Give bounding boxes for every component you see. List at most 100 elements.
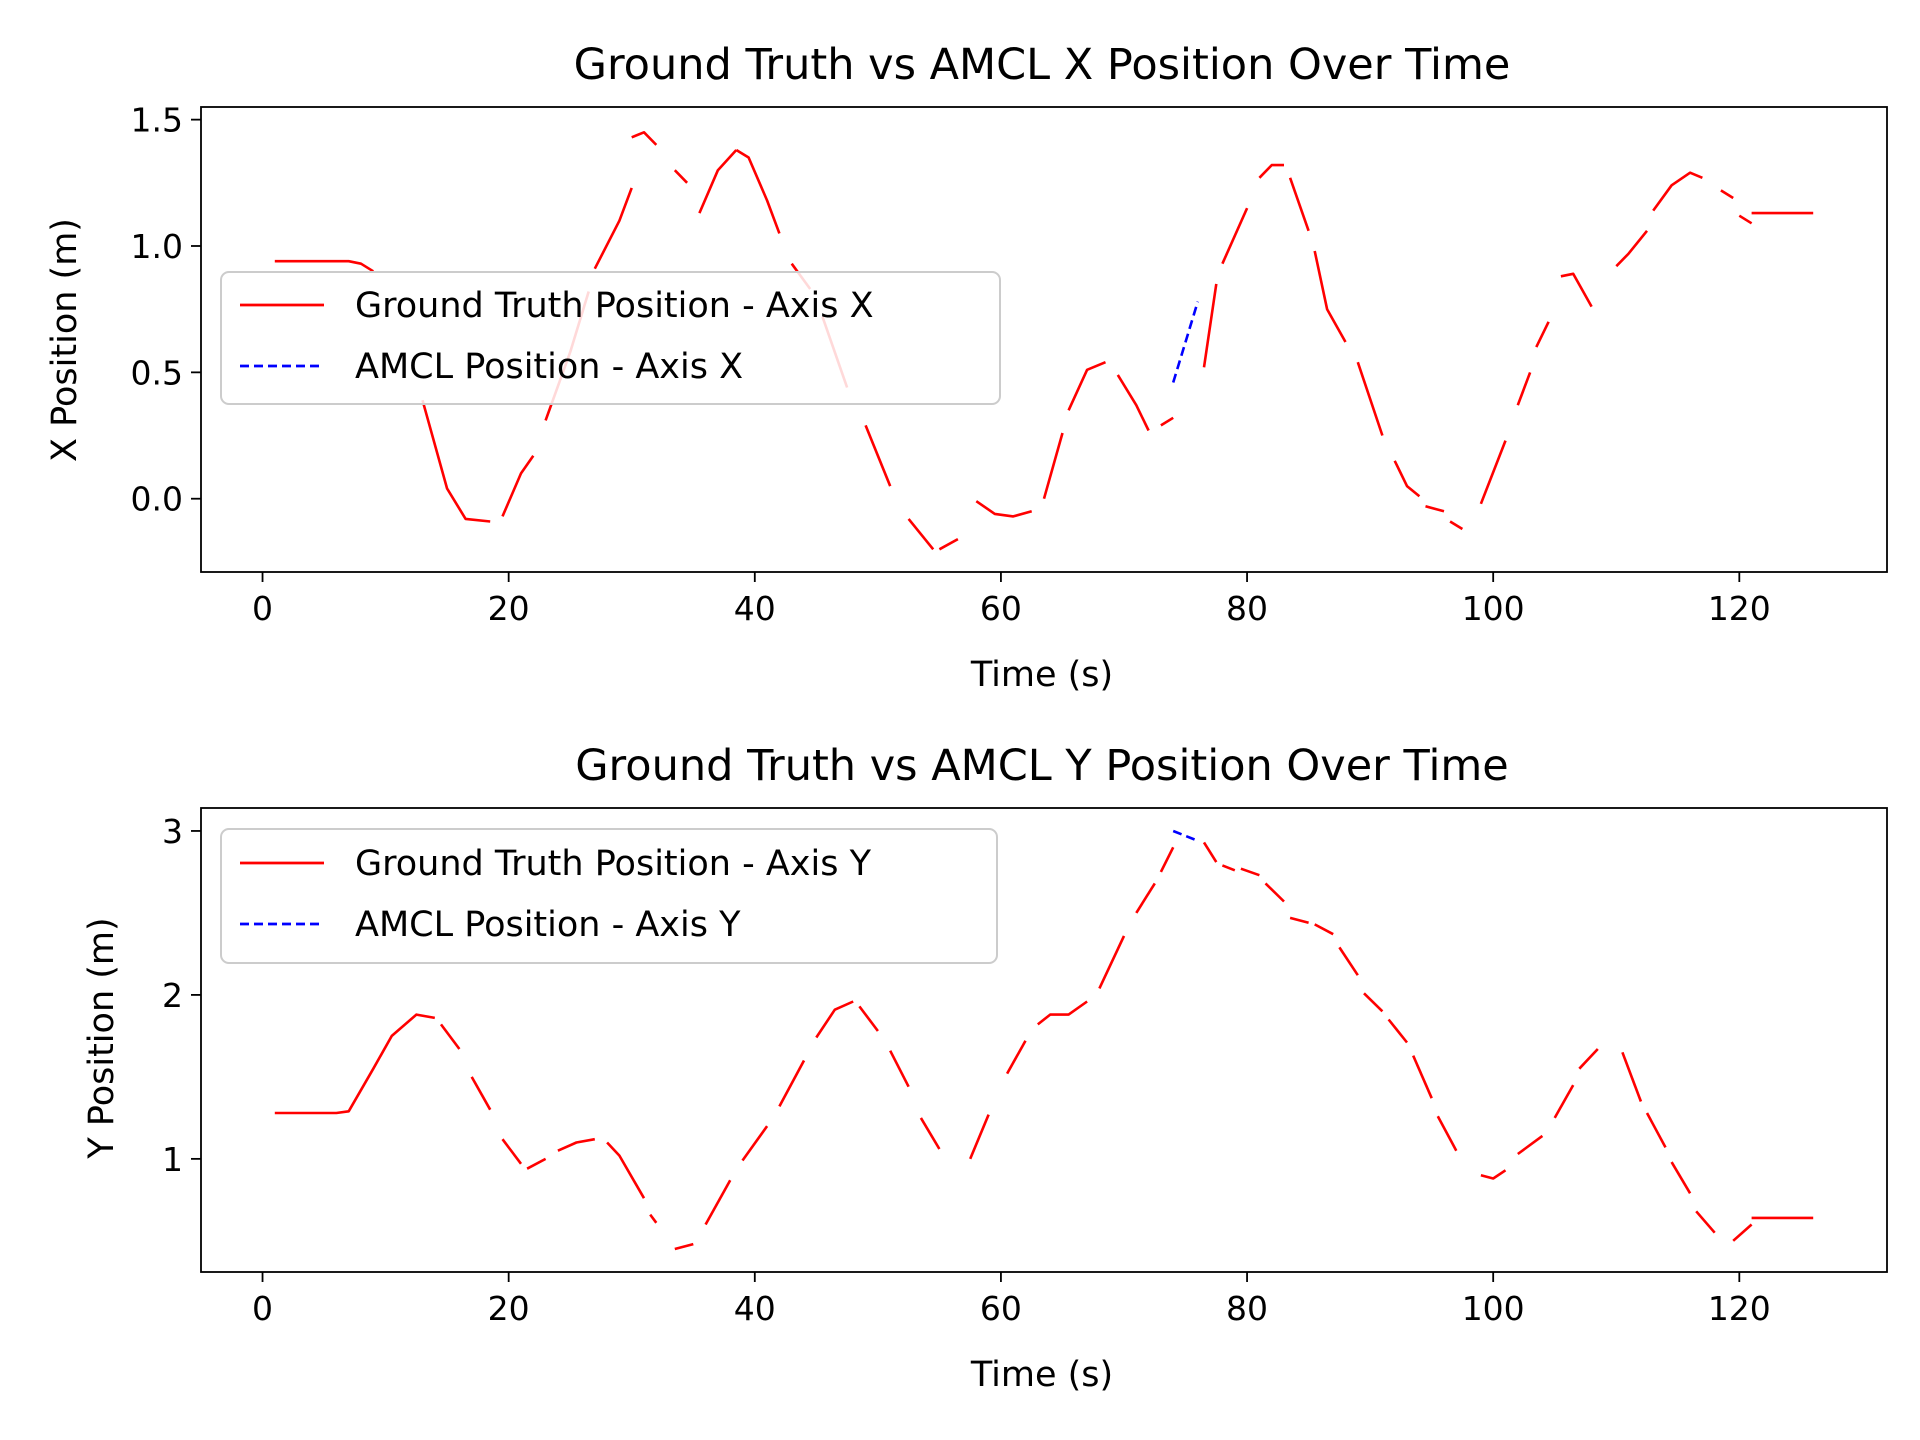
amcl-line-segment (1171, 301, 1200, 383)
x-tick-label: 80 (1226, 1289, 1268, 1328)
ground-truth-line-segment (1160, 416, 1174, 427)
ground-truth-line-segment (1159, 846, 1175, 873)
ground-truth-line-segment (1098, 935, 1126, 989)
plot-lines (274, 829, 1814, 1251)
ground-truth-line-segment (968, 1114, 990, 1160)
ground-truth-line-segment (1116, 374, 1150, 432)
x-axis-label: Time (s) (970, 655, 1113, 695)
ground-truth-line-segment (889, 1050, 910, 1088)
ground-truth-line-segment (1258, 163, 1284, 179)
legend-label-ground-truth: Ground Truth Position - Axis Y (355, 844, 872, 884)
x-axis-label: Time (s) (970, 1355, 1113, 1395)
ground-truth-line-segment (1560, 272, 1593, 308)
ground-truth-line-segment (1480, 1169, 1507, 1180)
x-position-subplot: Ground Truth vs AMCL X Position Over Tim… (45, 40, 1888, 695)
ground-truth-line-segment (1221, 207, 1249, 265)
ground-truth-line-segment (1036, 1000, 1088, 1026)
ground-truth-line-segment (741, 1125, 769, 1162)
ground-truth-line-segment (1517, 1134, 1544, 1156)
x-tick-label: 20 (488, 1289, 530, 1328)
ground-truth-line-segment (526, 1157, 547, 1170)
y-tick-label: 2 (162, 976, 183, 1015)
legend: Ground Truth Position - Axis X AMCL Posi… (220, 271, 1001, 405)
ground-truth-line-segment (1535, 321, 1550, 348)
x-tick-label: 60 (980, 1289, 1022, 1328)
ground-truth-line-segment (501, 455, 535, 517)
x-tick-label: 60 (980, 589, 1022, 628)
y-axis-ticks: 0.0 0.5 1.0 1.5 (131, 101, 201, 519)
ground-truth-line-segment (858, 1005, 879, 1032)
ground-truth-line-segment (1314, 923, 1334, 936)
x-axis-ticks: 0 20 40 60 80 100 120 (252, 572, 1771, 628)
ground-truth-line-segment (1264, 882, 1285, 903)
ground-truth-line-segment (557, 1137, 596, 1152)
ground-truth-line-segment (1387, 1018, 1409, 1044)
ground-truth-line-segment (593, 187, 633, 270)
ground-truth-line-segment (1621, 1051, 1643, 1102)
x-tick-label: 100 (1462, 1289, 1525, 1328)
ground-truth-line-segment (1005, 1040, 1027, 1075)
y-axis-label: Y Position (m) (82, 917, 122, 1159)
ground-truth-line-segment (1652, 171, 1703, 212)
ground-truth-line-segment (907, 518, 935, 551)
ground-truth-line-segment (606, 1141, 646, 1199)
ground-truth-line-segment (1670, 1161, 1692, 1194)
axes-frame (200, 807, 1888, 1273)
ground-truth-line-segment (1202, 841, 1218, 863)
ground-truth-line-segment (1042, 432, 1064, 500)
ground-truth-line-segment (1436, 1115, 1458, 1152)
legend-box (220, 271, 1001, 405)
ground-truth-line-segment (1425, 505, 1445, 513)
y-tick-label: 1 (162, 1140, 183, 1179)
ground-truth-line-segment (1615, 229, 1649, 268)
y-tick-label: 0.0 (131, 480, 183, 519)
ground-truth-line-segment (470, 1076, 492, 1111)
legend-label-ground-truth: Ground Truth Position - Axis X (355, 286, 874, 326)
ground-truth-line-segment (1338, 946, 1359, 976)
ground-truth-line-segment (704, 1179, 732, 1226)
x-tick-label: 0 (252, 589, 273, 628)
subplot-title: Ground Truth vs AMCL X Position Over Tim… (574, 40, 1511, 90)
y-axis-ticks: 1 2 3 (162, 812, 201, 1179)
ground-truth-line-segment (938, 537, 959, 551)
ground-truth-line-segment (1356, 361, 1384, 436)
ground-truth-line-segment (1449, 520, 1464, 531)
ground-truth-line-segment (1732, 1223, 1753, 1242)
legend-label-amcl: AMCL Position - Axis Y (355, 905, 741, 945)
ground-truth-line-segment (1720, 189, 1734, 200)
ground-truth-line-segment (1313, 250, 1347, 343)
ground-truth-line-segment (649, 1213, 658, 1224)
ground-truth-line-segment (1578, 1048, 1599, 1070)
ground-truth-line-segment (778, 1059, 806, 1108)
ground-truth-line-segment (1135, 882, 1156, 914)
x-tick-label: 80 (1226, 589, 1268, 628)
amcl-line-segment (1172, 829, 1199, 843)
ground-truth-line-segment (674, 1242, 694, 1251)
x-tick-label: 120 (1708, 1289, 1771, 1328)
x-tick-label: 40 (734, 1289, 776, 1328)
ground-truth-line-segment (1363, 992, 1384, 1013)
ground-truth-line-segment (1067, 360, 1106, 411)
y-axis-label: X Position (m) (45, 218, 85, 462)
ground-truth-line-segment (1412, 1055, 1433, 1099)
ground-truth-line-segment (815, 1000, 854, 1039)
x-tick-label: 0 (252, 1289, 273, 1328)
legend-box (220, 828, 998, 964)
legend: Ground Truth Position - Axis Y AMCL Posi… (220, 828, 998, 964)
ground-truth-line-segment (1288, 177, 1310, 232)
y-tick-label: 1.5 (131, 101, 183, 140)
y-tick-label: 1.0 (131, 227, 183, 266)
x-tick-label: 20 (488, 589, 530, 628)
ground-truth-line-segment (735, 148, 781, 234)
ground-truth-line-segment (1553, 1084, 1575, 1119)
ground-truth-line-segment (1202, 283, 1218, 368)
y-position-subplot: Ground Truth vs AMCL Y Position Over Tim… (82, 741, 1888, 1395)
ground-truth-line-segment (1221, 864, 1236, 872)
ground-truth-line-segment (975, 500, 1033, 518)
ground-truth-line-segment (274, 259, 374, 273)
ground-truth-line-segment (1240, 867, 1260, 877)
ground-truth-line-segment (1738, 214, 1753, 225)
ground-truth-line-segment (673, 169, 689, 184)
